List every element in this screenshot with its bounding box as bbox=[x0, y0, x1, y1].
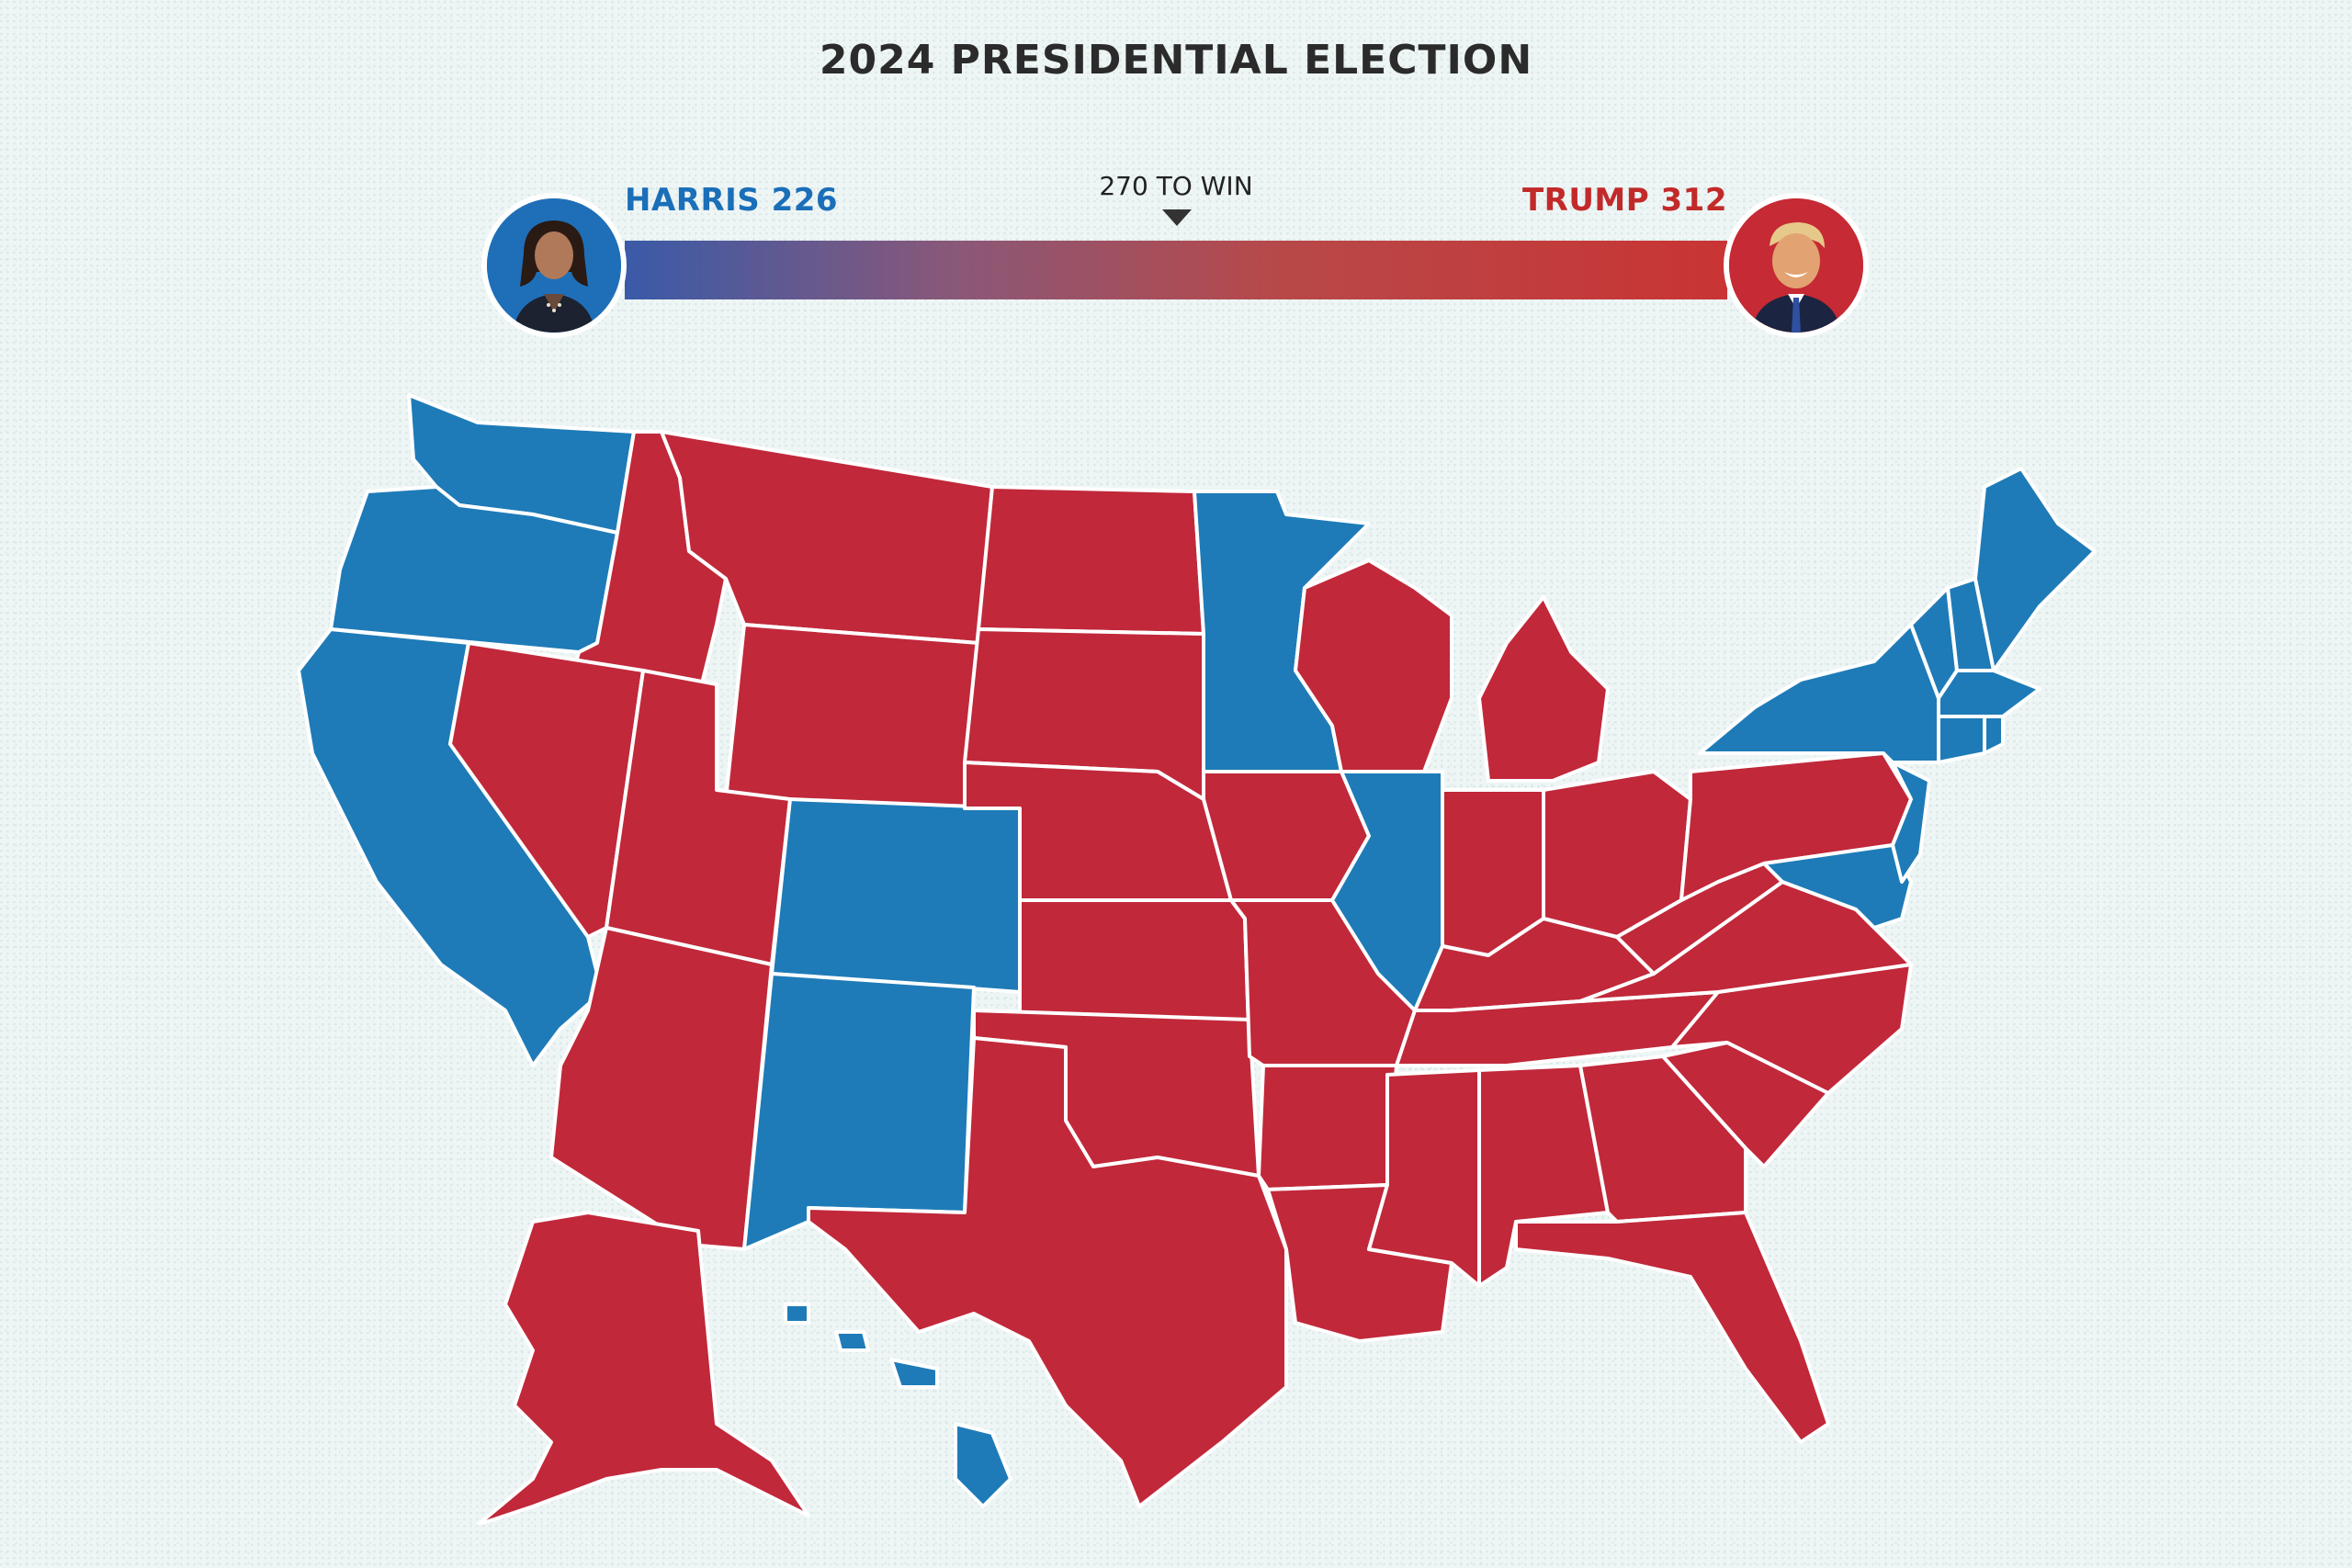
state-fl[interactable] bbox=[1514, 1211, 1830, 1444]
state-ct[interactable] bbox=[1937, 715, 1986, 764]
electoral-tally: HARRIS 226 TRUMP 312 270 TO WIN bbox=[0, 0, 2352, 367]
state-ma[interactable] bbox=[1937, 669, 2041, 718]
state-ms[interactable] bbox=[1367, 1068, 1481, 1288]
trump-label: TRUMP 312 bbox=[1521, 182, 1727, 219]
tally-bar bbox=[625, 241, 1727, 299]
state-nv[interactable] bbox=[448, 641, 645, 939]
state-co[interactable] bbox=[770, 797, 1022, 994]
state-wi[interactable] bbox=[1294, 558, 1453, 773]
us-election-map bbox=[257, 367, 2113, 1527]
state-hi-maui[interactable] bbox=[889, 1358, 939, 1389]
state-ar[interactable] bbox=[1257, 1064, 1398, 1191]
state-hi-kauai[interactable] bbox=[784, 1303, 810, 1325]
threshold-label: 270 TO WIN bbox=[1099, 171, 1253, 201]
harris-portrait-icon bbox=[487, 198, 621, 333]
tally-bar-fill bbox=[625, 241, 1727, 299]
harris-label: HARRIS 226 bbox=[625, 182, 839, 219]
trump-portrait bbox=[1724, 193, 1869, 338]
state-ny[interactable] bbox=[1698, 623, 1940, 764]
state-me[interactable] bbox=[1973, 467, 2097, 672]
page-title: 2024 PRESIDENTIAL ELECTION bbox=[819, 37, 1533, 84]
harris-portrait bbox=[481, 193, 627, 338]
state-ak[interactable] bbox=[476, 1211, 810, 1527]
threshold-marker-icon bbox=[1162, 209, 1192, 226]
state-nd[interactable] bbox=[977, 485, 1205, 636]
state-nj[interactable] bbox=[1891, 761, 1931, 884]
trump-portrait-icon bbox=[1729, 198, 1863, 333]
state-mi[interactable] bbox=[1477, 595, 1610, 783]
state-tx[interactable] bbox=[807, 1036, 1288, 1508]
state-wy[interactable] bbox=[724, 623, 980, 819]
state-hi-oahu[interactable] bbox=[834, 1330, 870, 1352]
state-hi[interactable] bbox=[954, 1422, 1012, 1508]
us-map-svg bbox=[297, 393, 2097, 1527]
state-ri[interactable] bbox=[1983, 715, 2005, 755]
